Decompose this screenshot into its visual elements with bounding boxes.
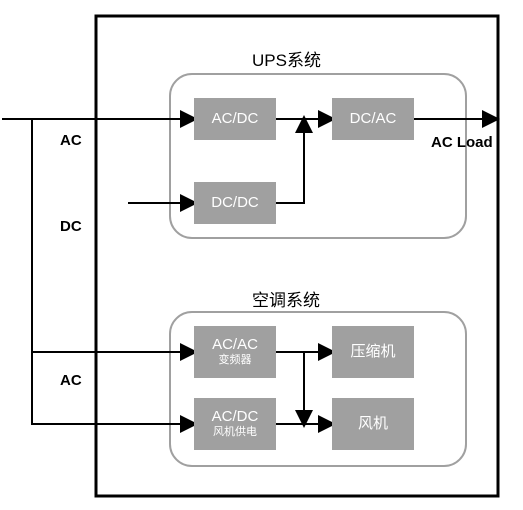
node-dcac: DC/AC	[332, 98, 414, 140]
subsystem-title-ups: UPS系统	[252, 46, 321, 71]
subsystem-title-ac_system: 空调系统	[252, 286, 320, 311]
io-label-ac_in1: AC	[60, 132, 82, 149]
node-acac: AC/AC变频器	[194, 326, 276, 378]
io-label-ac_load: AC Load	[431, 134, 493, 151]
node-fan: 风机	[332, 398, 414, 450]
outer-frame	[96, 16, 498, 496]
node-compressor: 压缩机	[332, 326, 414, 378]
io-label-dc_in: DC	[60, 218, 82, 235]
system-block-diagram: UPS系统空调系统 AC/DC DC/AC DC/DC AC/AC变频器 压缩机 AC/DC…	[0, 0, 523, 510]
node-label: AC/DC	[212, 408, 259, 426]
edge-e_bus_down	[32, 119, 194, 424]
node-acdc: AC/DC	[194, 98, 276, 140]
node-label: AC/DC	[212, 110, 259, 128]
node-label: DC/DC	[211, 194, 259, 212]
node-label: 风机	[358, 415, 388, 433]
node-acdc_fan: AC/DC风机供电	[194, 398, 276, 450]
node-label: AC/AC	[212, 336, 258, 354]
edge-e_dcdc_up	[276, 119, 304, 203]
io-label-ac_in2: AC	[60, 372, 82, 389]
node-label: DC/AC	[350, 110, 397, 128]
node-dcdc: DC/DC	[194, 182, 276, 224]
node-sublabel: 风机供电	[213, 426, 257, 439]
node-sublabel: 变频器	[219, 354, 252, 367]
node-label: 压缩机	[350, 343, 395, 361]
